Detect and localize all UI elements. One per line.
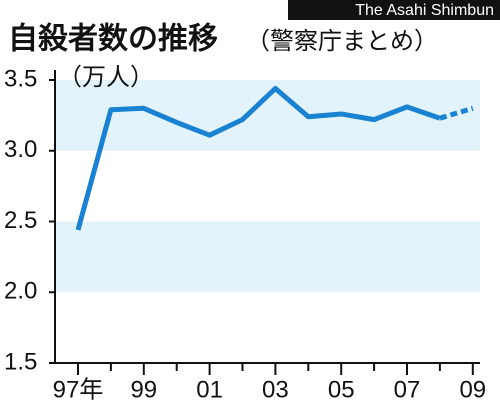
credit-box bbox=[288, 0, 500, 20]
data-line-projected bbox=[439, 105, 474, 121]
y-tick-label: 1.5 bbox=[4, 348, 37, 375]
y-tick-label: 2.5 bbox=[4, 207, 37, 234]
x-tick-label: 01 bbox=[196, 376, 223, 403]
y-axis-label: （万人） bbox=[58, 63, 154, 91]
x-tick-label: 03 bbox=[262, 376, 289, 403]
x-tick-label: 05 bbox=[328, 376, 355, 403]
band bbox=[55, 221, 480, 293]
y-tick-label: 3.5 bbox=[4, 65, 37, 92]
x-tick-label: 99 bbox=[130, 376, 157, 403]
x-tick-label: 07 bbox=[394, 376, 421, 403]
band bbox=[55, 80, 480, 151]
x-tick-label: 09 bbox=[459, 376, 486, 403]
credit: The Asahi Shimbun bbox=[355, 2, 494, 19]
chart-subtitle: （警察庁まとめ） bbox=[246, 27, 438, 55]
chart-title: 自殺者数の推移 bbox=[8, 22, 218, 57]
y-tick-label: 2.0 bbox=[4, 278, 37, 305]
x-tick-label: 97年 bbox=[53, 376, 104, 403]
y-tick-label: 3.0 bbox=[4, 136, 37, 163]
data-line bbox=[75, 85, 441, 231]
